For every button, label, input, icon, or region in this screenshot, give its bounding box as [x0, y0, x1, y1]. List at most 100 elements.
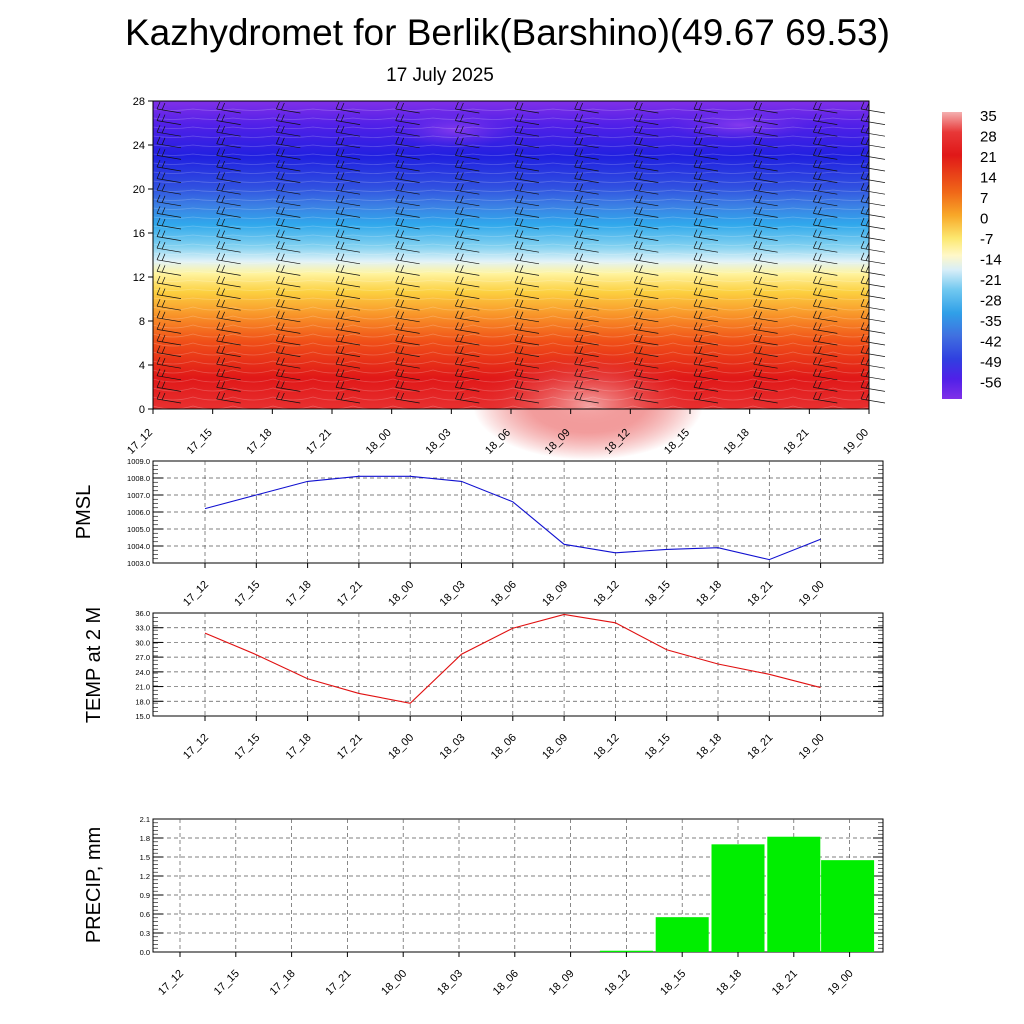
wind-barb — [455, 183, 480, 195]
wind-barb — [753, 148, 778, 160]
wind-barb — [574, 113, 599, 125]
wind-barb — [455, 171, 480, 183]
wind-barb — [156, 368, 182, 381]
wind-barb — [574, 357, 599, 369]
wind-barb — [395, 101, 420, 114]
x-tick-label: 17_15 — [232, 579, 262, 609]
wind-barb — [455, 264, 480, 276]
wind-barb — [574, 171, 599, 183]
x-tick-label: 17_18 — [244, 427, 274, 457]
wind-barb — [335, 287, 361, 299]
wind-barb — [693, 380, 719, 392]
y-tick-label: 18.0 — [135, 697, 150, 706]
precip-bar — [599, 950, 653, 952]
wind-barb — [156, 183, 182, 195]
wind-barb — [634, 345, 659, 357]
wind-barb — [276, 391, 301, 404]
wind-barb — [753, 241, 778, 253]
wind-barb — [634, 391, 659, 404]
wind-barb — [276, 113, 301, 125]
x-tick-label: 18_12 — [591, 579, 621, 609]
x-tick-label: 18_15 — [658, 968, 688, 998]
wind-barb — [813, 287, 838, 299]
wind-barb — [753, 287, 778, 299]
colorbar-label: -56 — [980, 375, 1002, 392]
y-tick-label: 1005.0 — [127, 525, 150, 534]
wind-barb — [634, 299, 659, 311]
x-tick-label: 19_00 — [797, 732, 827, 762]
wind-barb — [574, 345, 599, 357]
wind-barb — [216, 310, 241, 323]
wind-barb — [634, 125, 659, 137]
wind-barb — [455, 206, 480, 218]
wind-barb — [574, 391, 599, 404]
wind-barb — [276, 310, 301, 323]
wind-barb — [634, 368, 659, 381]
wind-barb — [455, 148, 480, 160]
wind-barb — [335, 229, 361, 241]
wind-barb — [455, 357, 480, 369]
wind-barb — [276, 136, 301, 149]
y-tick-label: 4 — [139, 360, 145, 372]
wind-barb — [514, 206, 540, 218]
wind-barb — [753, 125, 778, 137]
wind-barb — [395, 333, 420, 346]
wind-barb — [216, 357, 241, 369]
x-tick-label: 17_15 — [212, 968, 242, 998]
x-tick-label: 17_18 — [268, 968, 298, 998]
x-tick-label: 18_18 — [694, 732, 724, 762]
wind-barb — [276, 333, 301, 346]
wind-barb — [514, 159, 540, 172]
contour-line — [152, 252, 874, 255]
y-tick-label: 24 — [133, 140, 145, 152]
wind-barb — [276, 217, 301, 230]
wind-barb — [156, 241, 182, 253]
wind-barb — [693, 299, 719, 311]
contour-line — [152, 171, 874, 174]
contour-line — [152, 360, 874, 365]
contour-line — [152, 378, 874, 383]
wind-barb — [634, 264, 659, 276]
pmsl-panel: 1009.0 1008.0 1007.0 1006.0 1005.0 1004.0 1003… — [73, 457, 884, 609]
wind-barb — [455, 125, 480, 137]
wind-barb — [276, 368, 301, 381]
contour-line — [152, 279, 874, 282]
wind-barb — [693, 345, 719, 357]
wind-barb — [395, 322, 420, 334]
wind-barb — [335, 206, 361, 218]
wind-barb — [395, 229, 420, 241]
wind-barb — [514, 310, 540, 323]
x-tick-label: 17_18 — [284, 579, 314, 609]
wind-barb — [574, 287, 599, 299]
wind-barb — [335, 217, 361, 230]
y-tick-label: 24.0 — [135, 668, 150, 677]
colorbar-label: 28 — [980, 129, 997, 146]
wind-barb — [276, 241, 301, 253]
wind-barb — [216, 171, 241, 183]
x-tick-label: 17_21 — [304, 427, 334, 457]
colorbar-label: 14 — [980, 170, 997, 187]
wind-barb — [395, 299, 420, 311]
x-tick-label: 18_06 — [491, 968, 521, 998]
wind-barb — [335, 113, 361, 125]
wind-barb — [753, 275, 778, 288]
wind-barb — [634, 357, 659, 369]
x-tick-label: 18_21 — [745, 579, 775, 609]
wind-barb — [753, 159, 778, 172]
wind-barb — [335, 148, 361, 160]
wind-barb — [395, 264, 420, 276]
wind-barb — [395, 183, 420, 195]
wind-barb — [574, 206, 599, 218]
wind-barb — [335, 345, 361, 357]
wind-barb — [335, 252, 361, 265]
wind-barb — [574, 322, 599, 334]
wind-barb — [395, 368, 420, 381]
colorbar-label: -35 — [980, 313, 1002, 330]
wind-barb — [156, 275, 182, 288]
wind-barb — [276, 345, 301, 357]
y-tick-label: 1.5 — [140, 853, 150, 862]
contour-line — [152, 261, 874, 264]
wind-barb — [753, 368, 778, 381]
wind-barb — [693, 252, 719, 265]
precip-bar — [711, 844, 765, 952]
